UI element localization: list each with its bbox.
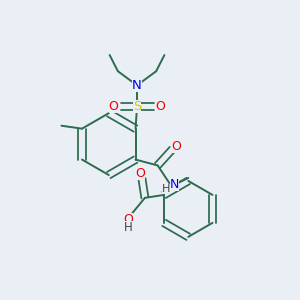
Text: S: S <box>133 100 141 113</box>
Text: O: O <box>156 100 166 113</box>
Text: N: N <box>132 79 142 92</box>
Text: O: O <box>109 100 118 113</box>
Text: H: H <box>162 184 171 194</box>
Text: O: O <box>136 167 146 181</box>
Text: O: O <box>124 213 134 226</box>
Text: O: O <box>171 140 181 153</box>
Text: H: H <box>124 221 133 234</box>
Text: N: N <box>170 178 179 191</box>
